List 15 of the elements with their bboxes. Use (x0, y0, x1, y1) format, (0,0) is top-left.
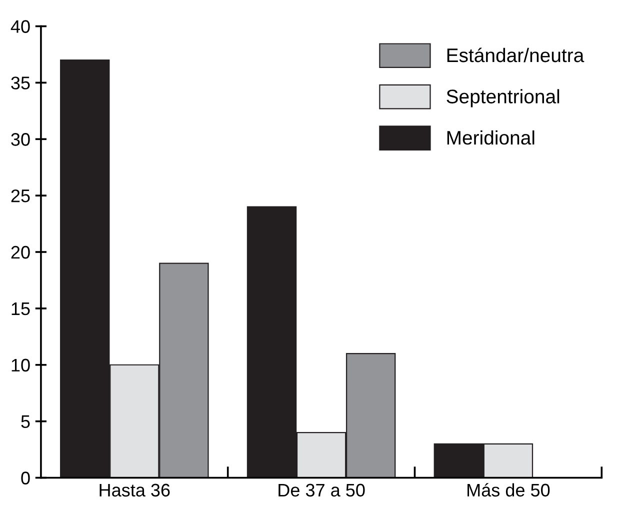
y-tick-label: 10 (12, 358, 30, 372)
y-tick-label: 15 (12, 302, 30, 316)
legend-label: Meridional (447, 130, 534, 145)
x-tick-label: Hasta 36 (100, 484, 170, 497)
y-tick-label: 20 (11, 246, 30, 259)
y-tick-label: 0 (21, 472, 30, 484)
y-tick-label: 35 (11, 76, 30, 90)
y-tick-label: 30 (11, 133, 30, 146)
y-tick-label: 40 (10, 20, 30, 33)
legend-label: Estándar/neutra (447, 48, 584, 62)
y-tick-label: 5 (21, 415, 30, 428)
legend-label: Septentrional (446, 89, 560, 108)
x-tick-label: Más de 50 (468, 483, 550, 497)
x-tick-label: De 37 a 50 (278, 484, 365, 497)
y-tick-label: 25 (11, 189, 30, 202)
